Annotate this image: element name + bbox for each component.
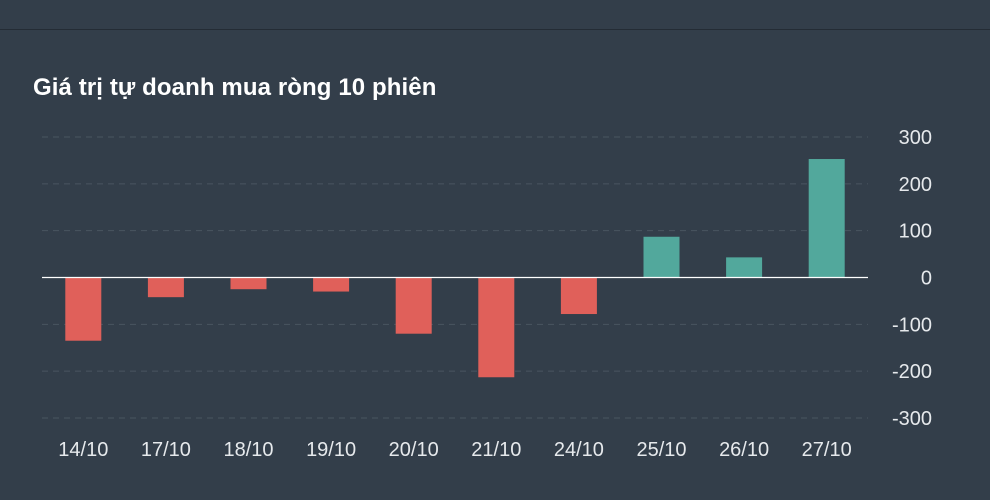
chart-title: Giá trị tự doanh mua ròng 10 phiên xyxy=(33,74,437,101)
x-tick-label: 21/10 xyxy=(471,439,521,461)
x-tick-label: 20/10 xyxy=(389,439,439,461)
x-tick-label: 18/10 xyxy=(223,439,273,461)
x-axis-ticks: 14/10 17/10 18/10 19/10 20/10 21/10 24/10 25/10… xyxy=(58,439,851,461)
grid-lines xyxy=(42,136,868,419)
bar-21-10[interactable] xyxy=(478,277,515,378)
bars xyxy=(65,159,845,378)
bar-14-10[interactable] xyxy=(65,277,102,341)
x-tick-label: 27/10 xyxy=(802,439,852,461)
top-divider xyxy=(0,29,990,30)
y-tick-label: 100 xyxy=(899,221,932,243)
x-tick-label: 17/10 xyxy=(141,439,191,461)
bar-24-10[interactable] xyxy=(560,277,597,315)
x-tick-label: 24/10 xyxy=(554,439,604,461)
x-tick-label: 14/10 xyxy=(58,439,108,461)
x-tick-label: 19/10 xyxy=(306,439,356,461)
bar-20-10[interactable] xyxy=(395,277,432,334)
y-tick-label: 300 xyxy=(899,127,932,149)
y-tick-label: -100 xyxy=(892,314,932,336)
bar-17-10[interactable] xyxy=(147,277,184,298)
y-axis-ticks: 300 200 100 0 -100 -200 -300 xyxy=(892,127,932,430)
bar-25-10[interactable] xyxy=(643,236,680,278)
x-tick-label: 25/10 xyxy=(636,439,686,461)
bar-26-10[interactable] xyxy=(726,257,763,278)
y-tick-label: 0 xyxy=(921,268,932,290)
y-tick-label: -200 xyxy=(892,361,932,383)
bar-19-10[interactable] xyxy=(313,277,350,292)
y-tick-label: -300 xyxy=(892,408,932,430)
x-tick-label: 26/10 xyxy=(719,439,769,461)
bar-27-10[interactable] xyxy=(808,159,845,278)
bar-18-10[interactable] xyxy=(230,277,267,290)
y-tick-label: 200 xyxy=(899,174,932,196)
